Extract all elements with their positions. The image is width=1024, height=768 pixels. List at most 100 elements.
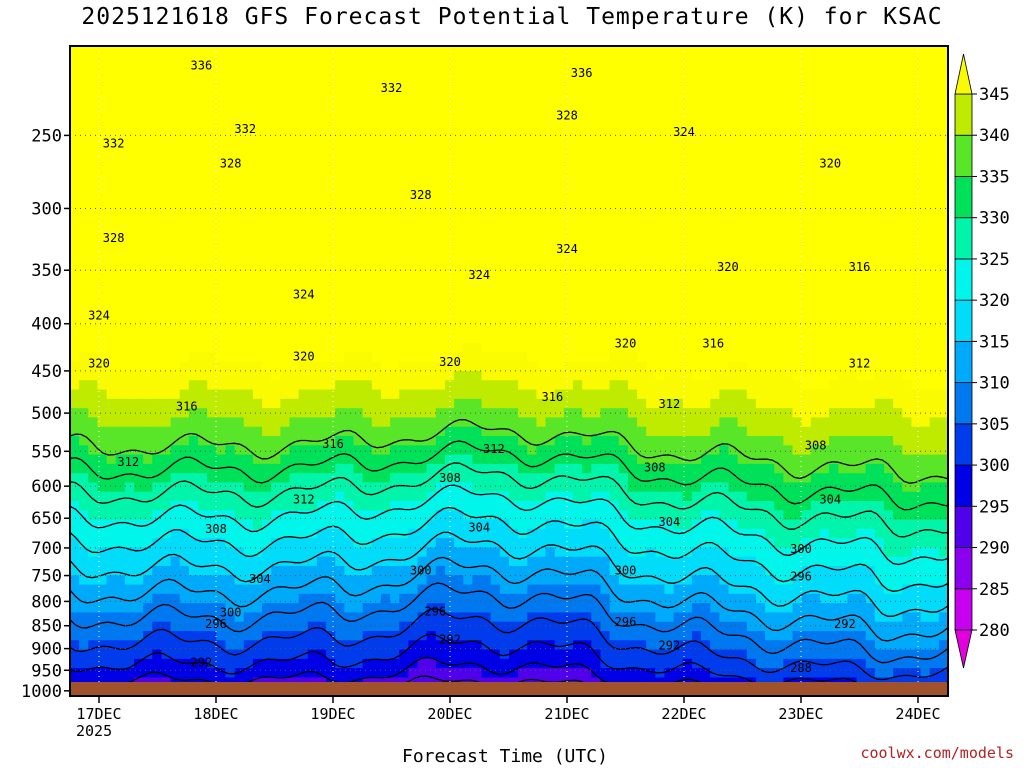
fill-cell [637, 361, 647, 372]
fill-cell [545, 445, 556, 456]
fill-cell [719, 55, 730, 66]
fill-cell [280, 287, 291, 298]
fill-cell [289, 138, 300, 149]
fill-cell [134, 361, 144, 372]
fill-cell [627, 501, 638, 511]
fill-cell [691, 101, 702, 112]
fill-cell [198, 566, 208, 576]
fill-cell [344, 501, 355, 511]
fill-cell [600, 315, 611, 326]
fill-cell [316, 408, 327, 419]
fill-cell [170, 222, 181, 233]
fill-cell [444, 259, 455, 270]
fill-cell [289, 575, 300, 586]
fill-cell [481, 129, 492, 140]
fill-cell [527, 668, 538, 679]
fill-cell [527, 315, 538, 326]
fill-cell [390, 584, 400, 595]
fill-cell [573, 556, 583, 567]
fill-cell [417, 501, 428, 511]
fill-cell [444, 612, 455, 623]
fill-cell [600, 593, 611, 604]
fill-cell [344, 296, 355, 307]
fill-cell [545, 138, 556, 149]
fill-cell [326, 482, 336, 493]
fill-cell [499, 371, 510, 381]
fill-cell [408, 166, 419, 177]
fill-cell [344, 194, 355, 205]
fill-cell [554, 454, 565, 465]
fill-cell [225, 491, 236, 502]
fill-cell [463, 315, 474, 326]
fill-cell [627, 176, 638, 186]
fill-cell [664, 129, 675, 140]
fill-cell [655, 73, 666, 84]
fill-cell [252, 333, 263, 344]
fill-cell [198, 658, 208, 669]
fill-cell [124, 631, 135, 641]
fill-cell [701, 445, 711, 456]
fill-cell [280, 157, 291, 168]
fill-cell [70, 538, 80, 549]
fill-cell [545, 46, 556, 56]
fill-cell [225, 398, 236, 409]
fill-cell [362, 306, 373, 316]
fill-cell [307, 547, 318, 558]
fill-cell [134, 528, 144, 539]
fill-cell [408, 463, 419, 474]
fill-cell [179, 306, 190, 316]
fill-cell [426, 306, 437, 316]
fill-cell [673, 454, 684, 465]
fill-cell [307, 593, 318, 604]
fill-cell [454, 129, 464, 140]
fill-cell [444, 463, 455, 474]
fill-cell [262, 83, 272, 94]
fill-cell [88, 482, 99, 493]
fill-cell [124, 176, 135, 186]
fill-cell [289, 213, 300, 224]
fill-cell [554, 194, 565, 205]
fill-cell [344, 649, 355, 660]
fill-cell [701, 510, 711, 521]
fill-cell [472, 556, 483, 567]
fill-cell [691, 417, 702, 428]
fill-cell [673, 148, 684, 159]
fill-cell [262, 417, 272, 428]
fill-cell [527, 203, 538, 214]
fill-cell [143, 138, 153, 149]
fill-cell [582, 55, 592, 66]
fill-cell [335, 556, 345, 567]
fill-cell [490, 306, 501, 316]
fill-cell [710, 64, 720, 75]
fill-cell [435, 306, 446, 316]
fill-cell [664, 55, 675, 66]
fill-cell [371, 176, 382, 186]
fill-cell [262, 380, 272, 391]
fill-cell [673, 380, 684, 391]
fill-cell [380, 556, 391, 567]
fill-cell [280, 101, 291, 112]
fill-cell [134, 380, 144, 391]
fill-cell [335, 185, 345, 196]
fill-cell [527, 408, 538, 419]
fill-cell [79, 203, 89, 214]
fill-cell [234, 268, 245, 279]
fill-cell [481, 194, 492, 205]
fill-cell [207, 296, 217, 307]
fill-cell [234, 426, 245, 437]
fill-cell [115, 296, 126, 307]
fill-cell [344, 120, 355, 131]
fill-cell [307, 268, 318, 279]
fill-cell [143, 426, 153, 437]
fill-cell [97, 185, 108, 196]
fill-cell [426, 519, 437, 530]
fill-cell [326, 612, 336, 623]
fill-cell [463, 584, 474, 595]
fill-cell [390, 250, 400, 261]
fill-cell [637, 566, 647, 576]
fill-cell [353, 371, 364, 381]
fill-cell [326, 315, 336, 326]
fill-cell [463, 593, 474, 604]
fill-cell [563, 157, 574, 168]
fill-cell [435, 222, 446, 233]
